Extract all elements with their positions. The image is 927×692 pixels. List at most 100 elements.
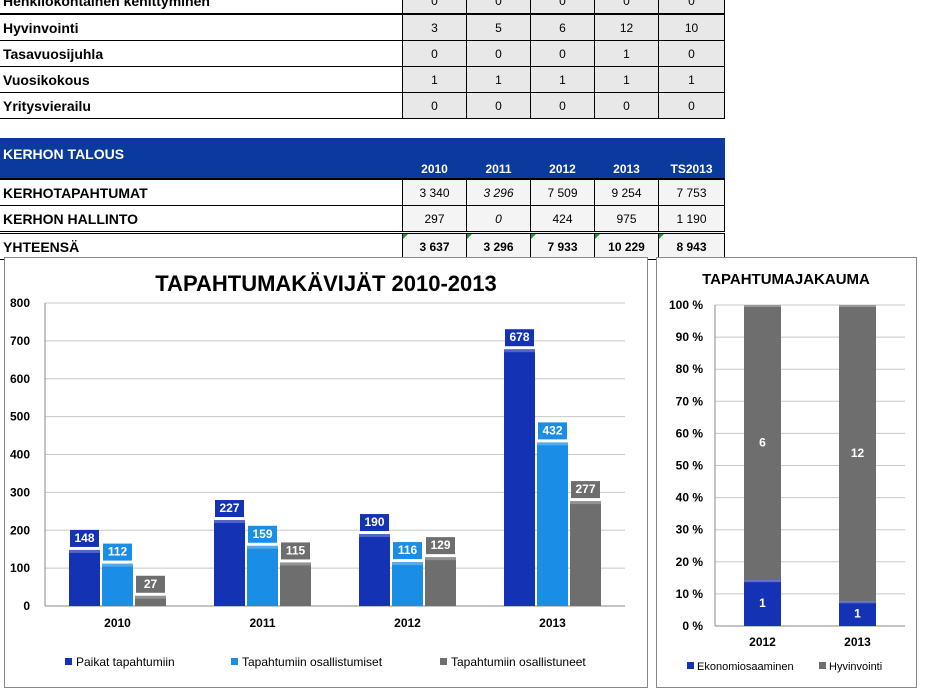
x-tick-label: 2013 xyxy=(539,616,566,630)
legend-label: Tapahtumiin osallistumiset xyxy=(242,655,383,669)
legend-swatch xyxy=(819,662,826,669)
cell: 3 xyxy=(402,14,467,41)
bar-highlight xyxy=(839,305,876,307)
x-tick-label: 2011 xyxy=(249,616,275,630)
data-label-box xyxy=(103,543,132,561)
activity-row: Tasavuosijuhla 0 0 0 1 0 xyxy=(0,40,725,67)
y-tick-label: 400 xyxy=(10,448,30,462)
cell: 0 xyxy=(466,40,531,67)
cell: 1 xyxy=(402,66,467,93)
bar-highlight xyxy=(744,580,781,583)
data-label: 227 xyxy=(219,501,239,515)
bar-highlight xyxy=(744,305,781,307)
visitors-chart-panel: TAPAHTUMAKÄVIJÄT 2010-2013 0 100 200 300 400 5… xyxy=(4,257,648,688)
cell: 0 xyxy=(402,0,467,15)
bar xyxy=(135,595,166,606)
x-tick-label: 2012 xyxy=(394,616,421,630)
row-label: Tasavuosijuhla xyxy=(0,40,403,67)
y-tick-label: 600 xyxy=(10,372,30,386)
finance-row-admin: KERHON HALLINTO 297 0 424 975 1 190 xyxy=(0,205,725,233)
finance-col-2010: 2010 xyxy=(402,138,467,180)
bar-highlight xyxy=(570,501,601,505)
data-label-box xyxy=(847,444,868,462)
data-label: 277 xyxy=(575,482,595,496)
data-label: 432 xyxy=(542,423,562,437)
finance-col-2012: 2012 xyxy=(530,138,595,180)
y-tick-label: 50 % xyxy=(676,459,704,473)
finance-col-2011: 2011 xyxy=(466,138,531,180)
cell: 0 xyxy=(402,40,467,67)
data-label-box xyxy=(70,529,99,547)
bar xyxy=(69,549,100,606)
bar-highlight xyxy=(280,562,311,566)
data-label: 27 xyxy=(144,577,158,591)
y-tick-label: 10 % xyxy=(676,587,704,601)
data-label-box xyxy=(752,594,773,612)
x-tick-label: 2013 xyxy=(844,635,871,649)
bar-highlight xyxy=(247,545,278,549)
cell: 7 753 xyxy=(658,179,725,206)
y-tick-label: 70 % xyxy=(676,394,704,408)
y-tick-label: 800 xyxy=(10,296,30,310)
x-tick-label: 2010 xyxy=(104,616,131,630)
row-label: Yritysvierailu xyxy=(0,92,403,119)
cell: 3 637 xyxy=(402,231,467,260)
cell: 5 xyxy=(466,14,531,41)
legend-label: Hyvinvointi xyxy=(829,661,882,673)
y-tick-label: 30 % xyxy=(676,523,704,537)
y-tick-label: 200 xyxy=(10,523,30,537)
bar xyxy=(537,442,568,606)
bar-highlight xyxy=(839,601,876,604)
data-label: 190 xyxy=(364,515,384,529)
cell: 0 xyxy=(658,40,725,67)
y-tick-label: 700 xyxy=(10,334,30,348)
data-label: 6 xyxy=(759,436,766,450)
cell: 0 xyxy=(466,205,531,233)
cell: 6 xyxy=(530,14,595,41)
cell: 0 xyxy=(594,0,659,15)
data-label-box xyxy=(215,500,244,518)
legend-label: Ekonomiosaaminen xyxy=(697,661,794,673)
data-label: 115 xyxy=(286,543,306,557)
data-label: 112 xyxy=(108,545,128,559)
data-label-box xyxy=(426,537,455,555)
cell: 297 xyxy=(402,205,467,233)
cell: 0 xyxy=(466,0,531,15)
bar-highlight xyxy=(537,442,568,446)
cell: 975 xyxy=(594,205,659,233)
row-label: Hyvinvointi xyxy=(0,14,403,41)
cell: 10 229 xyxy=(594,231,659,260)
finance-header-row: KERHON TALOUS 2010 2011 2012 2013 TS2013 xyxy=(0,138,725,180)
legend-swatch xyxy=(231,658,238,665)
distribution-chart: TAPAHTUMAJAKAUMA 0 % 10 % 20 % 30 % 40 % 50 % 6… xyxy=(669,271,905,673)
bar xyxy=(570,501,601,606)
data-label: 678 xyxy=(509,330,529,344)
data-label: 1 xyxy=(759,596,766,610)
data-label: 12 xyxy=(851,446,865,460)
distribution-chart-panel: TAPAHTUMAJAKAUMA 0 % 10 % 20 % 30 % 40 % 50 % 6… xyxy=(656,257,917,688)
row-label: Vuosikokous xyxy=(0,66,403,93)
bar xyxy=(280,562,311,606)
bar xyxy=(504,349,535,606)
cell: 1 xyxy=(594,40,659,67)
cell: 0 xyxy=(466,92,531,119)
bar-highlight xyxy=(359,534,390,538)
data-label: 148 xyxy=(74,531,94,545)
bar-highlight xyxy=(69,549,100,553)
y-tick-label: 80 % xyxy=(676,362,704,376)
data-label: 159 xyxy=(252,527,272,541)
chart-title: TAPAHTUMAJAKAUMA xyxy=(702,271,870,288)
data-label-box xyxy=(248,525,277,543)
y-tick-label: 300 xyxy=(10,485,30,499)
cell: 7 933 xyxy=(530,231,595,260)
finance-title: KERHON TALOUS xyxy=(0,138,403,180)
activity-row: Yritysvierailu 0 0 0 0 0 xyxy=(0,92,725,119)
bar-highlight xyxy=(392,562,423,566)
cell: 0 xyxy=(530,92,595,119)
finance-col-ts2013: TS2013 xyxy=(658,138,725,180)
data-label-box xyxy=(571,481,600,499)
cell: 1 xyxy=(466,66,531,93)
cell: 0 xyxy=(658,92,725,119)
y-tick-label: 0 % xyxy=(682,619,703,633)
cell: 1 xyxy=(658,66,725,93)
